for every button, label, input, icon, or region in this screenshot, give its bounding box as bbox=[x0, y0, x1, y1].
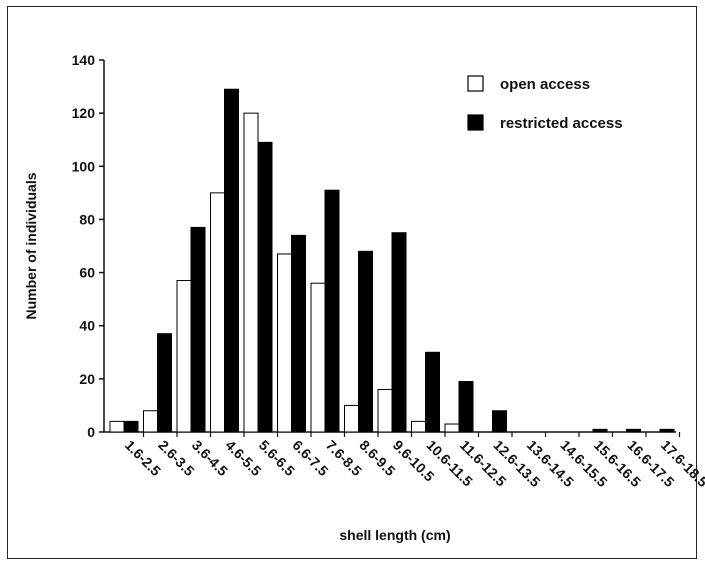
y-axis-title: Number of individuals bbox=[23, 172, 39, 319]
x-tick-label: 8.6-9.5 bbox=[356, 437, 398, 479]
x-tick-label: 3.6-4.5 bbox=[189, 437, 231, 479]
bar-restricted-access bbox=[492, 410, 507, 433]
x-tick-label: 2.6-3.5 bbox=[155, 437, 197, 479]
bar-open-access bbox=[444, 423, 460, 433]
y-tick-label: 60 bbox=[79, 265, 95, 281]
bar-restricted-access bbox=[123, 420, 139, 433]
bar-open-access bbox=[243, 112, 259, 433]
bar-open-access bbox=[411, 420, 426, 433]
bars bbox=[109, 88, 675, 433]
bar-restricted-access bbox=[157, 333, 172, 433]
legend-swatch-restricted-access bbox=[467, 114, 484, 131]
bar-restricted-access bbox=[224, 88, 239, 433]
bar-restricted-access bbox=[626, 428, 641, 433]
y-tick-label: 20 bbox=[79, 371, 95, 387]
x-tick-label: 1.6-2.5 bbox=[122, 437, 164, 479]
figure-frame bbox=[7, 6, 697, 559]
bar-restricted-access bbox=[190, 226, 206, 433]
bar-open-access bbox=[277, 253, 292, 433]
bar-restricted-access bbox=[291, 234, 306, 433]
legend-label-restricted-access: restricted access bbox=[500, 115, 623, 132]
legend-label-open-access: open access bbox=[500, 76, 590, 93]
bar-open-access bbox=[143, 410, 158, 433]
bar-restricted-access bbox=[391, 232, 407, 433]
bar-open-access bbox=[210, 192, 225, 433]
bar-restricted-access bbox=[458, 381, 474, 433]
bar-open-access bbox=[344, 404, 359, 433]
y-tick-label: 0 bbox=[87, 424, 95, 440]
x-tick-label: 5.6-6.5 bbox=[256, 437, 298, 479]
bar-restricted-access bbox=[425, 351, 440, 433]
legend-swatch-open-access bbox=[467, 75, 484, 92]
y-tick-label: 80 bbox=[79, 211, 95, 227]
y-tick-label: 140 bbox=[72, 52, 96, 68]
bar-open-access bbox=[310, 282, 326, 433]
bar-restricted-access bbox=[659, 428, 675, 433]
bar-restricted-access bbox=[592, 428, 608, 433]
x-tick-label: 4.6-5.5 bbox=[222, 437, 264, 479]
y-tick-label: 40 bbox=[79, 318, 95, 334]
bar-restricted-access bbox=[324, 189, 340, 433]
x-axis-title: shell length (cm) bbox=[339, 527, 450, 543]
bar-restricted-access bbox=[257, 141, 273, 433]
x-tick-label: 6.6-7.5 bbox=[289, 437, 331, 479]
y-tick-label: 120 bbox=[72, 105, 96, 121]
bar-open-access bbox=[377, 388, 393, 433]
legend: open access restricted access bbox=[467, 75, 623, 132]
y-tick-label: 100 bbox=[72, 158, 96, 174]
bar-open-access bbox=[176, 280, 192, 433]
bar-open-access bbox=[109, 420, 125, 433]
x-tick-label: 7.6-8.5 bbox=[323, 437, 365, 479]
bar-restricted-access bbox=[358, 250, 373, 433]
